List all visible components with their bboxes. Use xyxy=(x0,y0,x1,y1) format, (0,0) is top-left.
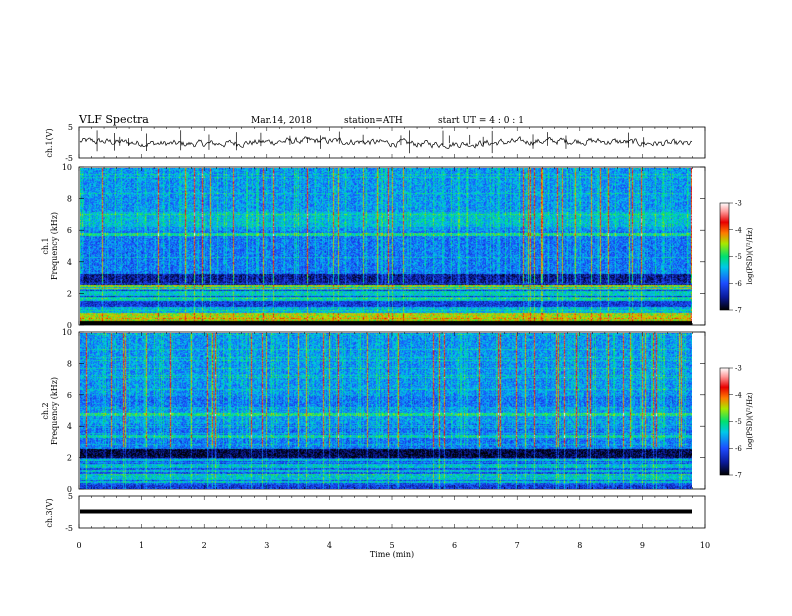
ch3-ylabel: ch.3(V) xyxy=(45,498,54,527)
ch2-colorbar-label: log(PSD)(V²/Hz) xyxy=(746,392,754,449)
colorbar-tick-label: -6 xyxy=(735,280,742,288)
colorbar-tick-label: -5 xyxy=(735,253,742,261)
ch2-channel-label: ch.2 xyxy=(41,402,50,419)
ch1-spectrogram-panel: 0 2 4 6 8 10 ch.1 Frequency (kHz) xyxy=(41,163,706,330)
colorbar-tick-label: -3 xyxy=(735,365,742,373)
ch3-ytick-bottom: -5 xyxy=(65,524,73,533)
start-time-label: start UT = 4 : 0 : 1 xyxy=(438,116,524,126)
ch2-colorbar-gradient xyxy=(719,367,730,476)
ch1-ytick-top: 5 xyxy=(68,123,73,132)
ch3-ytick-top: 5 xyxy=(68,492,73,501)
ch2-spectrogram-xticks xyxy=(78,332,706,489)
time-tick-label: 9 xyxy=(640,541,645,550)
ch1-colorbar-gradient xyxy=(719,202,730,311)
ch1-waveform-line xyxy=(79,136,693,149)
freq-tick-label: 8 xyxy=(67,195,72,204)
colorbar-tick-label: -4 xyxy=(735,391,742,399)
time-tick-label: 3 xyxy=(264,541,269,550)
time-tick-label: 1 xyxy=(139,541,144,550)
freq-tick-label: 4 xyxy=(67,422,72,431)
time-axis-tick-labels: 0 1 2 3 4 5 6 7 8 9 10 xyxy=(76,541,710,550)
ch1-waveform-spikes xyxy=(96,130,645,154)
freq-tick-label: 0 xyxy=(67,321,72,330)
time-tick-label: 7 xyxy=(515,541,520,550)
ch2-colorbar: -3 -4 -5 -6 -7 log(PSD)(V²/Hz) xyxy=(719,365,754,480)
time-tick-label: 6 xyxy=(452,541,457,550)
ch2-frequency-label: Frequency (kHz) xyxy=(50,377,59,445)
ch2-spectrogram-image xyxy=(80,333,692,489)
freq-tick-label: 2 xyxy=(67,454,72,463)
freq-tick-label: 2 xyxy=(67,289,72,298)
ch3-waveform-panel: 5 -5 ch.3(V) xyxy=(45,492,706,533)
ch1-spectrogram-xticks xyxy=(78,167,706,325)
colorbar-tick-label: -6 xyxy=(735,445,742,453)
ch1-channel-label: ch.1 xyxy=(41,237,50,254)
time-tick-label: 5 xyxy=(389,541,394,550)
freq-tick-label: 10 xyxy=(62,328,72,337)
ch1-waveform-xticks xyxy=(78,127,706,158)
ch1-ytick-bottom: -5 xyxy=(65,154,73,163)
colorbar-tick-label: -5 xyxy=(735,418,742,426)
ch1-waveform-panel: 5 -5 ch.1(V) xyxy=(45,123,706,163)
colorbar-tick-label: -3 xyxy=(735,200,742,208)
ch1-spectrogram-image xyxy=(80,168,692,325)
freq-tick-label: 8 xyxy=(67,359,72,368)
time-tick-label: 0 xyxy=(76,541,81,550)
ch2-spectrogram-yticks: 0 2 4 6 8 10 xyxy=(62,328,705,494)
freq-tick-label: 6 xyxy=(67,391,72,400)
colorbar-tick-label: -4 xyxy=(735,226,742,234)
ch3-waveform-xticks xyxy=(78,496,706,528)
time-axis-label: Time (min) xyxy=(370,550,414,559)
ch3-waveform-line xyxy=(80,509,692,514)
freq-tick-label: 4 xyxy=(67,258,72,267)
time-tick-label: 10 xyxy=(700,541,710,550)
time-tick-label: 8 xyxy=(577,541,582,550)
ch1-colorbar: -3 -4 -5 -6 -7 log(PSD)(V²/Hz) xyxy=(719,200,754,315)
ch1-colorbar-ticks: -3 -4 -5 -6 -7 xyxy=(729,200,742,315)
time-tick-label: 2 xyxy=(202,541,207,550)
ch1-colorbar-label: log(PSD)(V²/Hz) xyxy=(746,227,754,284)
date-label: Mar.14, 2018 xyxy=(251,116,312,126)
ch2-colorbar-ticks: -3 -4 -5 -6 -7 xyxy=(729,365,742,480)
ch1-spectrogram-yticks: 0 2 4 6 8 10 xyxy=(62,163,705,330)
colorbar-tick-label: -7 xyxy=(735,307,742,315)
ch2-spectrogram-panel: 0 2 4 6 8 10 ch.2 Frequency (kHz) xyxy=(41,328,706,494)
colorbar-tick-label: -7 xyxy=(735,472,742,480)
freq-tick-label: 10 xyxy=(62,163,72,172)
time-tick-label: 4 xyxy=(327,541,332,550)
figure-title: VLF Spectra xyxy=(78,113,149,126)
ch1-frequency-label: Frequency (kHz) xyxy=(50,212,59,280)
freq-tick-label: 0 xyxy=(67,485,72,494)
freq-tick-label: 6 xyxy=(67,226,72,235)
ch1-ylabel: ch.1(V) xyxy=(45,128,54,157)
station-label: station=ATH xyxy=(344,116,403,126)
